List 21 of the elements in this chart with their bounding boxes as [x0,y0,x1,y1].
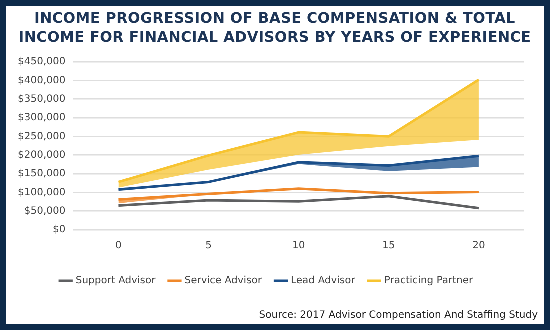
y-tick-label: $450,000 [18,56,66,68]
x-tick-label: 15 [382,240,396,252]
legend-label: Lead Advisor [291,276,356,287]
legend-label: Practicing Partner [384,276,474,287]
y-tick-label: $400,000 [18,75,66,86]
x-tick-label: 0 [116,240,122,252]
y-tick-label: $100,000 [18,187,66,198]
x-tick-label: 20 [472,240,486,252]
legend-label: Support Advisor [76,276,157,287]
legend-label: Service Advisor [184,276,263,287]
x-tick-label: 10 [292,240,306,252]
y-tick-label: $150,000 [18,168,66,180]
y-tick-label: $200,000 [18,150,66,161]
y-tick-label: $250,000 [18,131,66,142]
y-tick-label: $350,000 [18,94,66,105]
source-note: Source: 2017 Advisor Compensation And Staffing Study [259,310,538,322]
x-tick-label: 5 [206,240,212,252]
y-tick-label: $300,000 [18,112,66,124]
y-tick-label: $0 [52,224,66,236]
chart-title: INCOME PROGRESSION OF BASE COMPENSATION & TOTAL INCOME FOR FINANCIAL ADVISORS BY YEARS OF EXPERIENCE [18,10,532,48]
y-tick-label: $50,000 [24,206,66,217]
